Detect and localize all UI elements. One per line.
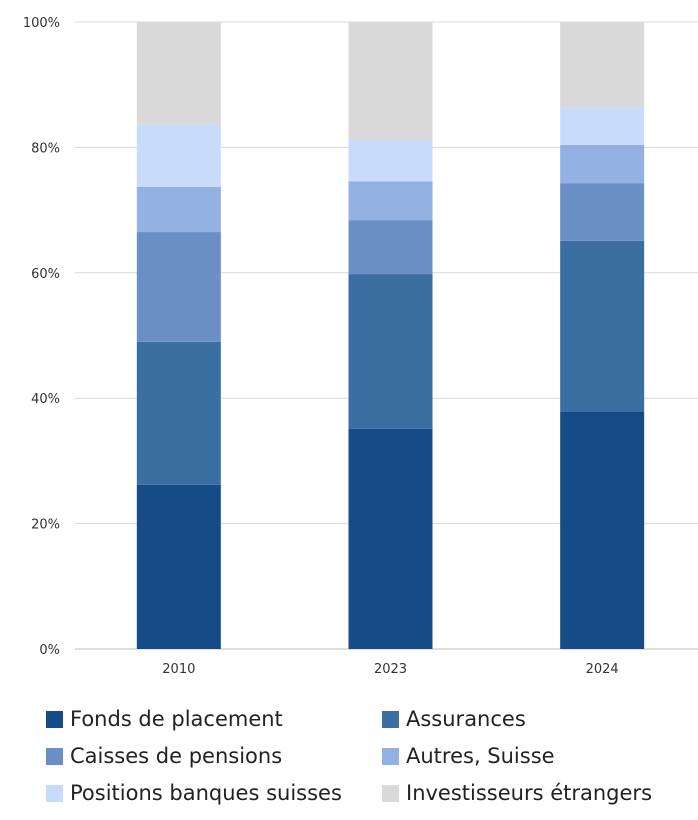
stacked-bar-chart: 0% 20% 40% 60% 80% 100% 2010 2023 2024 [23,16,698,677]
bar-segment [560,144,645,184]
legend-item: Caisses de pensions [46,741,382,771]
legend-swatch [46,784,63,802]
legend-swatch [46,710,63,728]
x-tick-label: 2024 [586,662,619,677]
bar-segment [136,22,221,125]
y-tick-label: 100% [23,16,60,31]
legend-label: Fonds de placement [70,707,283,731]
legend-swatch [382,747,399,765]
legend-item: Investisseurs étrangers [382,778,682,808]
legend-label: Positions banques suisses [70,781,342,805]
legend-swatch [46,747,63,765]
bar-segment [560,411,645,649]
bar-segment [136,186,221,233]
legend-label: Assurances [406,707,526,731]
legend: Fonds de placement Assurances Caisses de p… [46,704,698,808]
legend-item: Positions banques suisses [46,778,382,808]
bar-segment [136,484,221,649]
y-tick-label: 60% [31,267,60,282]
bar-segment [348,181,433,221]
y-tick-label: 80% [31,141,60,156]
bar-segment [560,240,645,412]
y-tick-label: 20% [31,518,60,533]
legend-label: Investisseurs étrangers [406,781,653,805]
bar-segment [348,428,433,649]
legend-label: Caisses de pensions [70,744,283,768]
bar-segment [136,341,221,485]
bar-segment [560,183,645,241]
bar-segment [560,22,645,108]
y-tick-label: 0% [39,643,60,658]
bar-segment [136,124,221,187]
bar-segment [348,22,433,140]
bar-segment [348,220,433,275]
legend-item: Fonds de placement [46,704,382,734]
legend-item: Autres, Suisse [382,741,682,771]
legend-item: Assurances [382,704,682,734]
bar-segment [136,232,221,342]
legend-label: Autres, Suisse [406,744,555,768]
y-tick-label: 40% [31,392,60,407]
x-tick-label: 2010 [162,662,195,677]
bar-segment [348,139,433,182]
legend-swatch [382,710,399,728]
x-tick-label: 2023 [374,662,407,677]
bar-segment [348,274,433,429]
legend-swatch [382,784,399,802]
bar-segment [560,107,645,145]
